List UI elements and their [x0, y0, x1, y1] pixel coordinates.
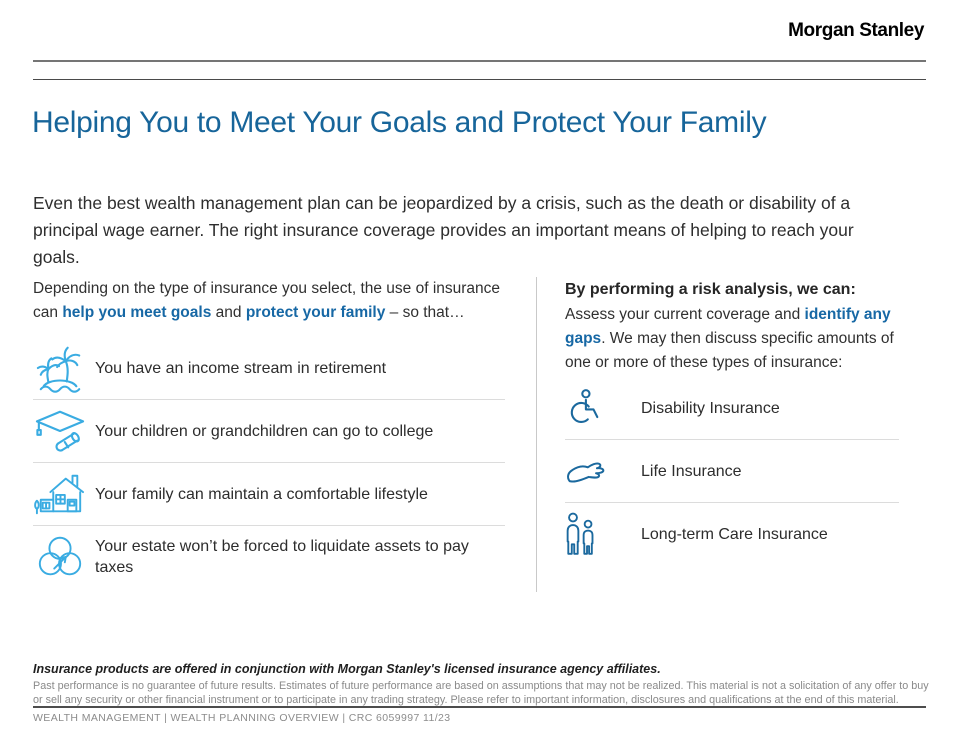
benefit-row-lifestyle: Your family can maintain a comfortable l…	[33, 463, 505, 526]
lead-highlight-meet-goals: help you meet goals	[62, 304, 212, 321]
benefit-row-retirement: You have an income stream in retirement	[33, 337, 505, 400]
header-rule-top	[33, 60, 926, 62]
disclaimer-text: Past performance is no guarantee of futu…	[33, 680, 929, 706]
body-segment: Assess your current coverage and	[565, 306, 805, 323]
page-title: Helping You to Meet Your Goals and Prote…	[32, 106, 767, 140]
insurance-row-longterm-care: Long-term Care Insurance	[565, 503, 899, 565]
header-rule-bottom	[33, 79, 926, 80]
benefit-label: You have an income stream in retirement	[95, 359, 387, 377]
right-column: By performing a risk analysis, we can: A…	[565, 277, 899, 565]
benefit-label: Your estate won’t be forced to liquidate…	[95, 538, 469, 576]
lead-segment: and	[211, 304, 246, 321]
house-icon	[33, 469, 95, 519]
insurance-label: Disability Insurance	[641, 399, 780, 417]
benefit-label: Your family can maintain a comfortable l…	[95, 485, 428, 503]
palm-island-icon	[33, 343, 95, 393]
lead-segment: – so that…	[385, 304, 465, 321]
wheelchair-icon	[565, 387, 607, 429]
insurance-label: Life Insurance	[641, 462, 742, 480]
lead-segment: Depending on the type of insurance you s…	[33, 280, 501, 321]
estate-circles-icon	[33, 532, 95, 582]
benefit-row-college: Your children or grandchildren can go to…	[33, 400, 505, 463]
graduation-cap-icon	[33, 406, 95, 456]
giving-hand-icon	[565, 455, 607, 487]
benefit-row-estate: Your estate won’t be forced to liquidate…	[33, 526, 505, 588]
benefit-label: Your children or grandchildren can go to…	[95, 422, 434, 440]
intro-paragraph: Even the best wealth management plan can…	[33, 192, 854, 267]
left-lead: Depending on the type of insurance you s…	[33, 277, 505, 325]
lead-highlight-protect-family: protect your family	[245, 304, 386, 321]
morgan-stanley-logo: Morgan Stanley	[788, 20, 924, 41]
risk-analysis-heading: By performing a risk analysis, we can:	[565, 281, 856, 298]
insurance-row-life: Life Insurance	[565, 440, 899, 503]
footer-text: WEALTH MANAGEMENT | WEALTH PLANNING OVER…	[33, 712, 451, 724]
body-segment: . We may then discuss specific amounts o…	[565, 330, 894, 371]
column-divider	[536, 277, 537, 592]
insurance-label: Long-term Care Insurance	[641, 525, 828, 543]
left-column: Depending on the type of insurance you s…	[33, 277, 505, 588]
body-highlight-identify-gaps: identify any gaps	[565, 306, 891, 347]
two-people-icon	[565, 512, 607, 556]
risk-analysis-body: Assess your current coverage and identif…	[565, 303, 899, 375]
affiliate-note: Insurance products are offered in conjun…	[33, 662, 661, 676]
footer-rule	[33, 706, 926, 708]
insurance-row-disability: Disability Insurance	[565, 377, 899, 440]
